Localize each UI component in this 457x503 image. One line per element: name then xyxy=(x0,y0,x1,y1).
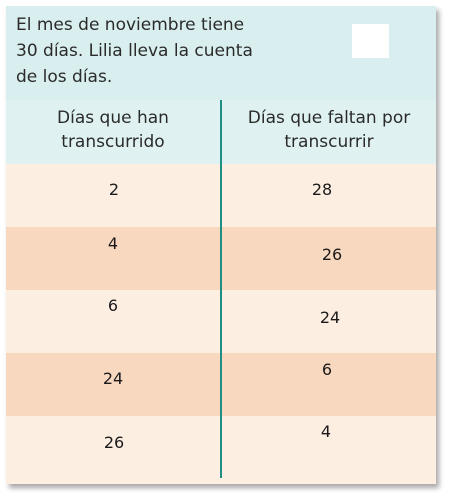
answer-box[interactable] xyxy=(352,24,389,58)
problem-line: 30 días. Lilia lleva la cuenta xyxy=(16,41,253,61)
elapsed-cell: 2 xyxy=(108,180,120,199)
header-line: transcurrir xyxy=(284,132,374,152)
remaining-cell: 26 xyxy=(321,245,343,264)
elapsed-cell: 24 xyxy=(102,369,124,388)
exercise-card: El mes de noviembre tiene 30 días. Lilia… xyxy=(6,6,436,484)
header-line: Días que faltan por xyxy=(247,108,411,128)
problem-line: de los días. xyxy=(16,67,113,87)
remaining-cell: 28 xyxy=(311,180,333,199)
problem-line: El mes de noviembre tiene xyxy=(16,15,245,35)
header-remaining-days: Días que faltan por transcurrir xyxy=(222,106,436,154)
elapsed-cell: 26 xyxy=(103,433,125,452)
header-line: Días que han xyxy=(57,108,169,128)
elapsed-cell: 4 xyxy=(107,234,119,253)
header-elapsed-days: Días que han transcurrido xyxy=(6,106,220,154)
column-divider xyxy=(220,100,222,478)
problem-text: El mes de noviembre tiene 30 días. Lilia… xyxy=(16,12,316,90)
remaining-cell: 4 xyxy=(320,422,332,441)
remaining-cell: 24 xyxy=(319,308,341,327)
elapsed-cell: 6 xyxy=(107,296,119,315)
remaining-cell: 6 xyxy=(321,360,333,379)
header-line: transcurrido xyxy=(61,132,165,152)
problem-statement: El mes de noviembre tiene 30 días. Lilia… xyxy=(6,6,436,100)
